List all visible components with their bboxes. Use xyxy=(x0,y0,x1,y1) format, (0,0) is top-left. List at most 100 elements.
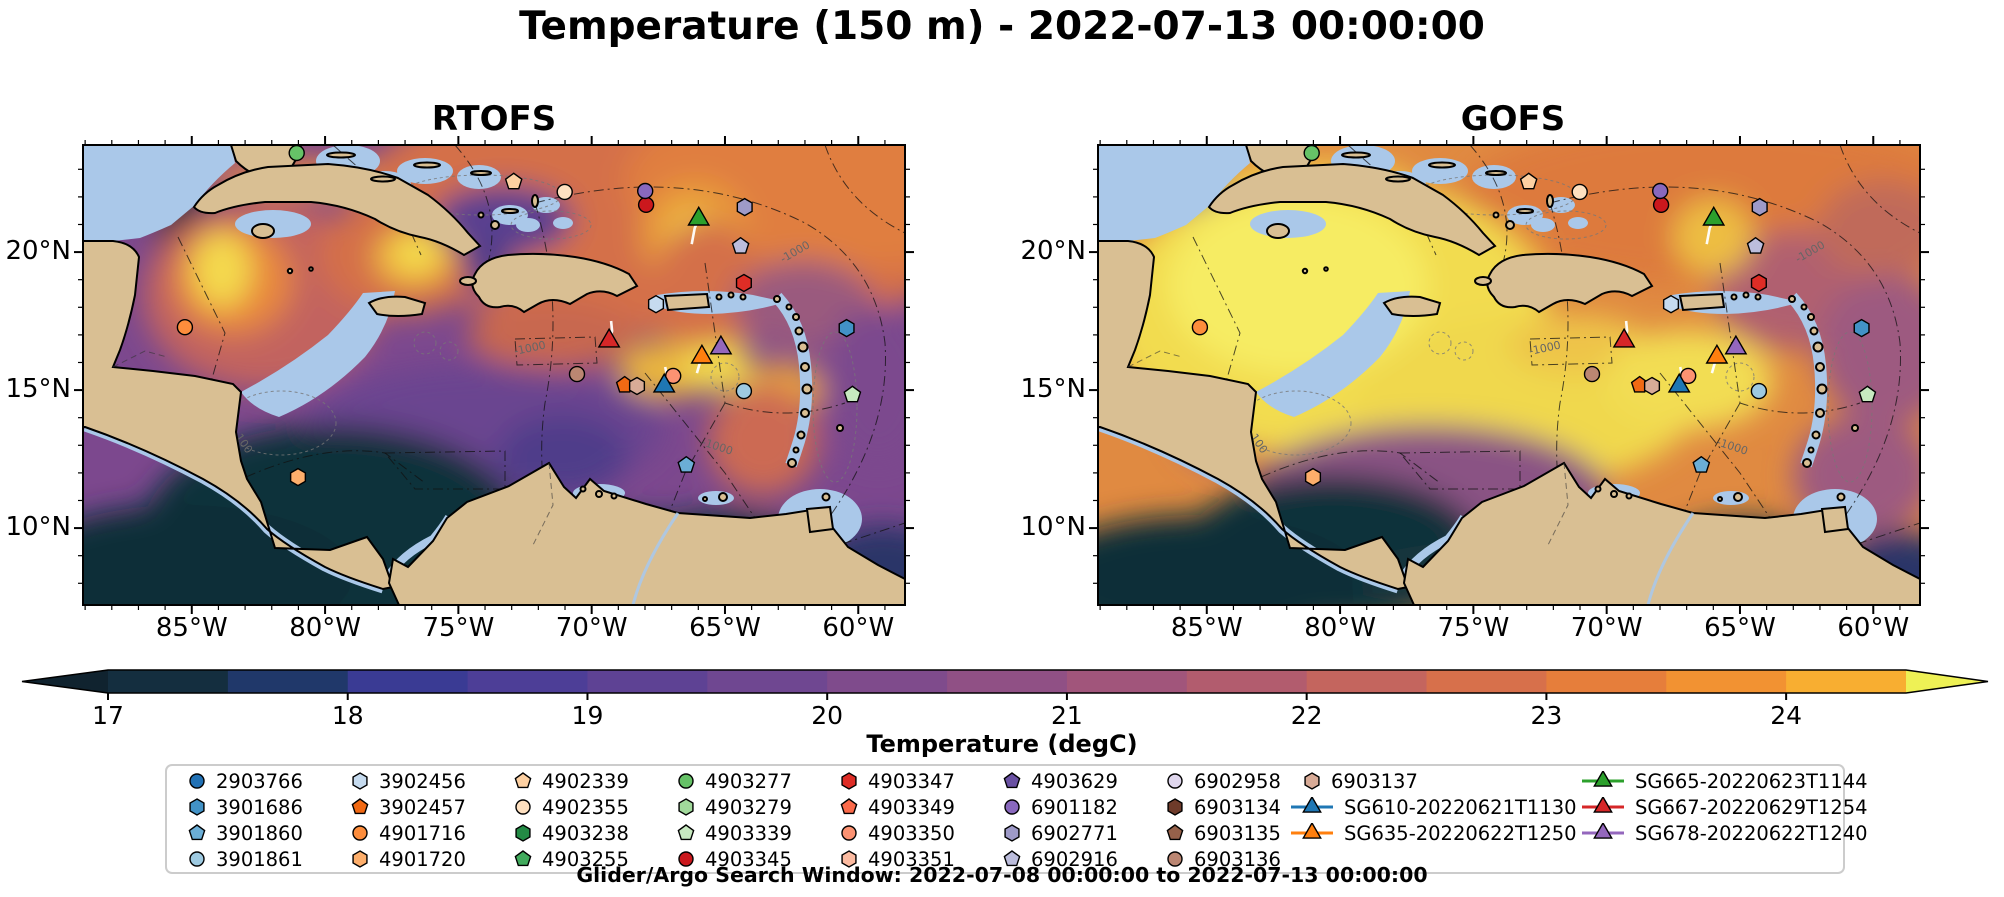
legend-label: 4902339 xyxy=(542,769,629,793)
legend-label: SG635-20220622T1250 xyxy=(1344,821,1577,845)
map-marker-3901861 xyxy=(1750,382,1768,400)
legend-item-6903137: 6903137 xyxy=(1302,769,1418,793)
legend-label: 6903135 xyxy=(1194,821,1281,845)
map-marker-3902456 xyxy=(1662,294,1680,314)
legend-item-6902916: 6902916 xyxy=(1002,847,1118,871)
map-marker-3901686 xyxy=(1853,318,1870,338)
float-marker-icon xyxy=(1004,799,1020,815)
float-marker-icon xyxy=(515,799,531,815)
legend-item-SG610-20220621T1130: SG610-20220621T1130 xyxy=(1289,795,1577,819)
legend-label: 3901861 xyxy=(216,847,303,871)
float-marker-icon xyxy=(678,851,694,867)
float-marker-icon xyxy=(841,772,857,790)
legend-item-6902771: 6902771 xyxy=(1002,821,1118,845)
x-tick-label: 60°W xyxy=(822,613,895,643)
legend-label: 4901720 xyxy=(379,847,466,871)
glider-marker-icon xyxy=(1582,823,1624,839)
map-marker-6903136 xyxy=(568,365,586,383)
legend-label: 3902457 xyxy=(379,795,466,819)
legend-label: 6903136 xyxy=(1194,847,1281,871)
float-marker-icon xyxy=(1166,824,1184,841)
legend-item-4903339: 4903339 xyxy=(676,821,792,845)
colorbar xyxy=(21,669,1989,700)
map-marker-4901720 xyxy=(1304,467,1322,487)
legend-item-SG667-20220629T1254: SG667-20220629T1254 xyxy=(1580,795,1868,819)
legend-item-4903350: 4903350 xyxy=(839,821,955,845)
float-marker-icon xyxy=(841,850,857,868)
map-marker-4901716 xyxy=(1191,318,1209,336)
map-marker-SG635-20220622T1250 xyxy=(690,343,714,364)
legend-label: 6901182 xyxy=(1031,795,1118,819)
map-marker-4903339 xyxy=(843,385,862,403)
rtofs-map: -1000 -1000 -1000 100 xyxy=(74,136,914,614)
map-marker-4903347 xyxy=(735,273,752,293)
float-marker-icon xyxy=(189,773,205,789)
legend-item-4902339: 4902339 xyxy=(513,769,629,793)
legend-label: SG667-20220629T1254 xyxy=(1635,795,1868,819)
float-marker-icon xyxy=(1003,850,1021,867)
x-tick-label: 60°W xyxy=(1837,613,1910,643)
glider-marker-icon xyxy=(1291,797,1333,813)
legend-label: SG610-20220621T1130 xyxy=(1344,795,1577,819)
y-tick-label: 15°N xyxy=(1020,374,1086,405)
map-marker-4903277 xyxy=(1303,144,1320,162)
map-marker-4901720 xyxy=(289,467,307,487)
legend-label: 4901716 xyxy=(379,821,466,845)
float-marker-icon xyxy=(351,798,369,815)
legend-item-SG678-20220622T1240: SG678-20220622T1240 xyxy=(1580,821,1868,845)
map-marker-SG678-20220622T1240 xyxy=(709,334,733,355)
float-marker-icon xyxy=(1167,773,1183,789)
legend-label: 6903134 xyxy=(1194,795,1281,819)
colorbar-tick-label: 21 xyxy=(1051,701,1083,730)
y-tick-label: 20°N xyxy=(1020,236,1086,267)
legend-label: 4903339 xyxy=(705,821,792,845)
legend-item-4902355: 4902355 xyxy=(513,795,629,819)
search-window-footer: Glider/Argo Search Window: 2022-07-08 00… xyxy=(576,863,1428,887)
x-tick-label: 65°W xyxy=(689,613,761,643)
x-tick-label: 80°W xyxy=(1304,613,1376,643)
legend-item-SG665-20220623T1144: SG665-20220623T1144 xyxy=(1580,769,1868,793)
legend-label: 4903277 xyxy=(705,769,792,793)
glider-marker-icon xyxy=(1582,797,1624,813)
map-marker-4902339 xyxy=(1519,172,1538,190)
legend-item-6901182: 6901182 xyxy=(1002,795,1118,819)
map-marker-6903137 xyxy=(1643,376,1661,396)
map-marker-4903345 xyxy=(637,196,655,213)
legend-item-4903238: 4903238 xyxy=(513,821,629,845)
float-marker-icon xyxy=(514,772,532,789)
x-tick-label: 70°W xyxy=(555,613,628,643)
glider-marker-icon xyxy=(1291,823,1333,839)
map-marker-4902339 xyxy=(504,172,523,190)
legend-label: 4903351 xyxy=(868,847,955,871)
map-marker-6901182 xyxy=(1652,182,1669,200)
float-marker-icon xyxy=(189,851,205,867)
legend-label: 3901686 xyxy=(216,795,303,819)
legend-label: 4903629 xyxy=(1031,769,1118,793)
legend-label: 3901860 xyxy=(216,821,303,845)
legend-label: 3902456 xyxy=(379,769,466,793)
rtofs-title: RTOFS xyxy=(431,99,557,139)
x-tick-label: 75°W xyxy=(422,613,495,643)
map-marker-4903277 xyxy=(288,144,305,162)
legend-item-4903277: 4903277 xyxy=(676,769,792,793)
float-marker-icon xyxy=(1304,772,1320,790)
legend-label: 4903279 xyxy=(705,795,792,819)
map-marker-3901861 xyxy=(735,382,753,400)
x-tick-label: 75°W xyxy=(1437,613,1510,643)
legend-label: 4903350 xyxy=(868,821,955,845)
float-marker-icon xyxy=(840,798,858,815)
legend-label: 4903345 xyxy=(705,847,792,871)
legend-item-3901861: 3901861 xyxy=(187,847,303,871)
float-marker-icon xyxy=(352,850,368,868)
figure-title: Temperature (150 m) - 2022-07-13 00:00:0… xyxy=(519,4,1485,49)
float-marker-icon xyxy=(1167,851,1183,867)
legend-item-4903351: 4903351 xyxy=(839,847,955,871)
colorbar-tick-label: 18 xyxy=(331,701,364,730)
legend-item-6903135: 6903135 xyxy=(1165,821,1281,845)
map-marker-3902456 xyxy=(647,294,665,314)
gofs-title: GOFS xyxy=(1460,99,1566,139)
glider-marker-icon xyxy=(1582,771,1624,787)
map-marker-SG665-20220623T1144 xyxy=(687,205,711,226)
legend-item-3902456: 3902456 xyxy=(350,769,466,793)
colorbar-tick-label: 24 xyxy=(1770,701,1803,730)
